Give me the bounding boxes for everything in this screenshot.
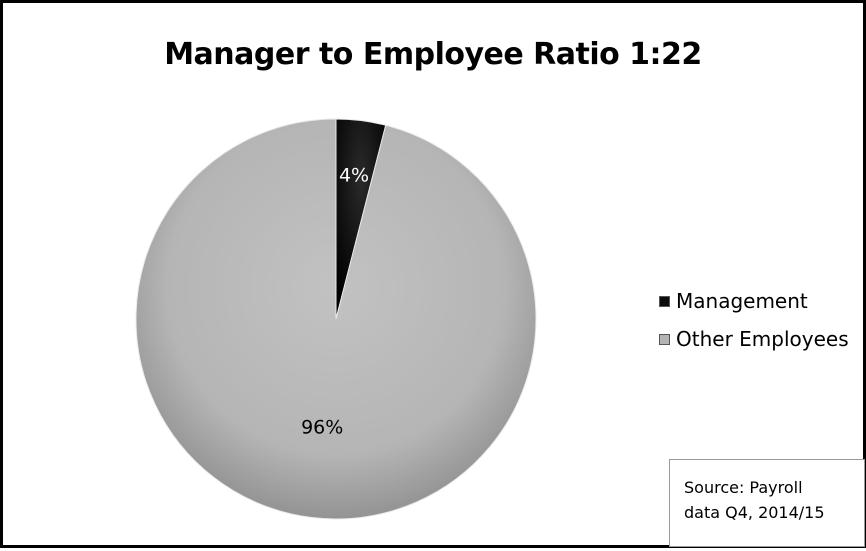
source-note: Source: Payroll data Q4, 2014/15: [669, 459, 865, 547]
data-label-other-employees: 96%: [301, 417, 343, 439]
pie-chart: 4% 96%: [135, 118, 537, 520]
legend-swatch-other-employees: [659, 333, 670, 345]
legend-label-management: Management: [676, 289, 808, 313]
data-label-management: 4%: [339, 165, 369, 187]
pie-data-labels: 4% 96%: [301, 165, 369, 439]
legend-swatch-management: [659, 295, 670, 307]
chart-title: Manager to Employee Ratio 1:22: [164, 37, 702, 72]
source-note-line-1: Source: Payroll: [684, 478, 803, 497]
legend-item-other-employees: Other Employees: [659, 325, 849, 353]
pie-slice-other-employees: [135, 118, 537, 520]
legend-item-management: Management: [659, 287, 849, 315]
legend-label-other-employees: Other Employees: [676, 327, 849, 351]
chart-legend: Management Other Employees: [659, 287, 849, 363]
source-note-line-2: data Q4, 2014/15: [684, 503, 825, 522]
pie-slices: [135, 118, 537, 520]
